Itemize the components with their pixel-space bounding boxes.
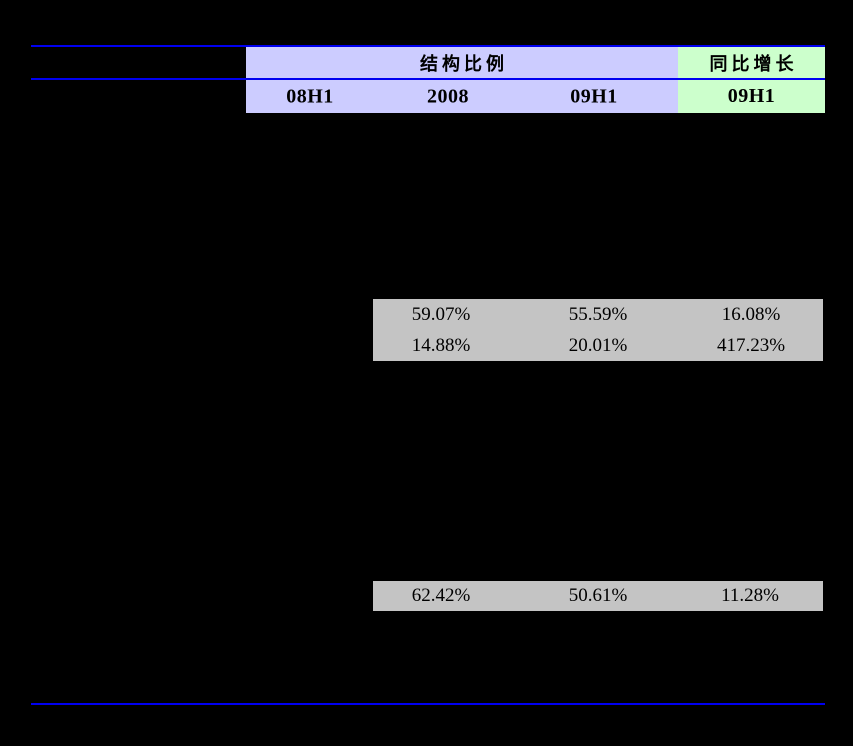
top-rule [31,45,825,47]
value-cell: 11.28% [721,585,779,606]
highlight-block-top: 59.07% 55.59% 16.08% 14.88% 20.01% 417.2… [373,299,823,361]
highlight-block-bottom: 62.42% 50.61% 11.28% [373,581,823,611]
structure-subheader-row: 08H1 2008 09H1 [246,80,678,113]
value-cell: 62.42% [411,585,471,606]
value-cell: 14.88% [411,334,471,356]
growth-subheader-row: 09H1 [678,80,825,113]
value-cell: 417.23% [716,334,786,356]
column-header-growth-09h1: 09H1 [727,85,776,107]
table-row: 59.07% 55.59% 16.08% [373,299,823,330]
table-row: 14.88% 20.01% 417.23% [373,330,823,361]
value-cell: 55.59% [568,303,628,325]
middle-rule [31,78,825,80]
value-cell: 50.61% [568,585,628,606]
value-cell: 20.01% [568,334,628,356]
yoy-growth-label: 同比增长 [709,53,798,75]
structure-ratio-label: 结构比例 [420,53,508,75]
column-header-08h1: 08H1 [286,85,334,107]
yoy-growth-header-cell: 同比增长 [678,47,825,78]
column-header-09h1: 09H1 [570,85,618,107]
value-cell: 59.07% [411,303,471,325]
structure-ratio-header-cell: 结构比例 [246,47,678,78]
column-header-2008: 2008 [427,85,469,107]
bottom-rule [31,703,825,705]
value-cell: 16.08% [721,303,781,325]
table-row: 62.42% 50.61% 11.28% [373,581,823,611]
